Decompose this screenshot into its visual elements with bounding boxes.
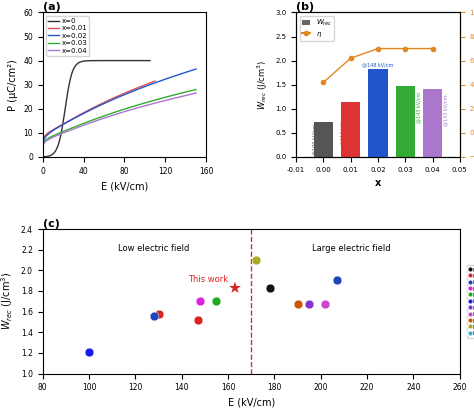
Text: @143 kV/cm: @143 kV/cm [416, 92, 421, 123]
Legend: NBLBT-SSN [10], NBT-BSN [40], NBBT-BZT [41], NBST-BBZ [42], NBKBT-NN [43], NBYT : NBLBT-SSN [10], NBT-BSN [40], NBBT-BZT [… [467, 265, 474, 338]
Point [85, 349, 93, 355]
Bar [396, 86, 415, 157]
Bar [314, 122, 333, 157]
Point [213, 298, 220, 305]
Text: @110 kV/cm: @110 kV/cm [340, 114, 345, 145]
Point [194, 317, 202, 323]
Legend: $W_{rec}$, $\eta$: $W_{rec}$, $\eta$ [300, 16, 334, 41]
Text: (b): (b) [296, 2, 314, 12]
Point [196, 298, 204, 305]
Point [294, 301, 301, 308]
Text: @100 kV/cm: @100 kV/cm [313, 124, 318, 155]
Point [266, 285, 273, 291]
Point [305, 301, 313, 308]
Point [252, 257, 260, 264]
Text: Low electric field: Low electric field [118, 244, 190, 252]
Point [321, 301, 329, 308]
Text: @143 kV/cm-: @143 kV/cm- [443, 93, 448, 125]
Point [231, 285, 239, 291]
Y-axis label: P (μC/cm²): P (μC/cm²) [8, 59, 18, 110]
Point [155, 310, 162, 317]
X-axis label: E (kV/cm): E (kV/cm) [228, 398, 275, 408]
Point [333, 276, 341, 283]
Y-axis label: $W_{rec}$ (J/cm$^3$): $W_{rec}$ (J/cm$^3$) [0, 272, 15, 330]
Text: @148 kV/cm: @148 kV/cm [362, 62, 393, 67]
Bar [341, 102, 360, 157]
Text: This work: This work [188, 275, 228, 284]
X-axis label: x: x [375, 178, 381, 188]
Text: (a): (a) [43, 2, 60, 12]
Bar [423, 88, 442, 157]
Text: (c): (c) [43, 219, 60, 229]
Point [150, 312, 158, 319]
Legend: x=0, x=0.01, x=0.02, x=0.03, x=0.04: x=0, x=0.01, x=0.02, x=0.03, x=0.04 [46, 16, 89, 56]
Bar [368, 69, 388, 157]
X-axis label: E (kV/cm): E (kV/cm) [101, 181, 148, 191]
Text: Large electric field: Large electric field [311, 244, 390, 252]
Y-axis label: $W_{rec}$ (J/cm$^3$): $W_{rec}$ (J/cm$^3$) [255, 59, 270, 110]
